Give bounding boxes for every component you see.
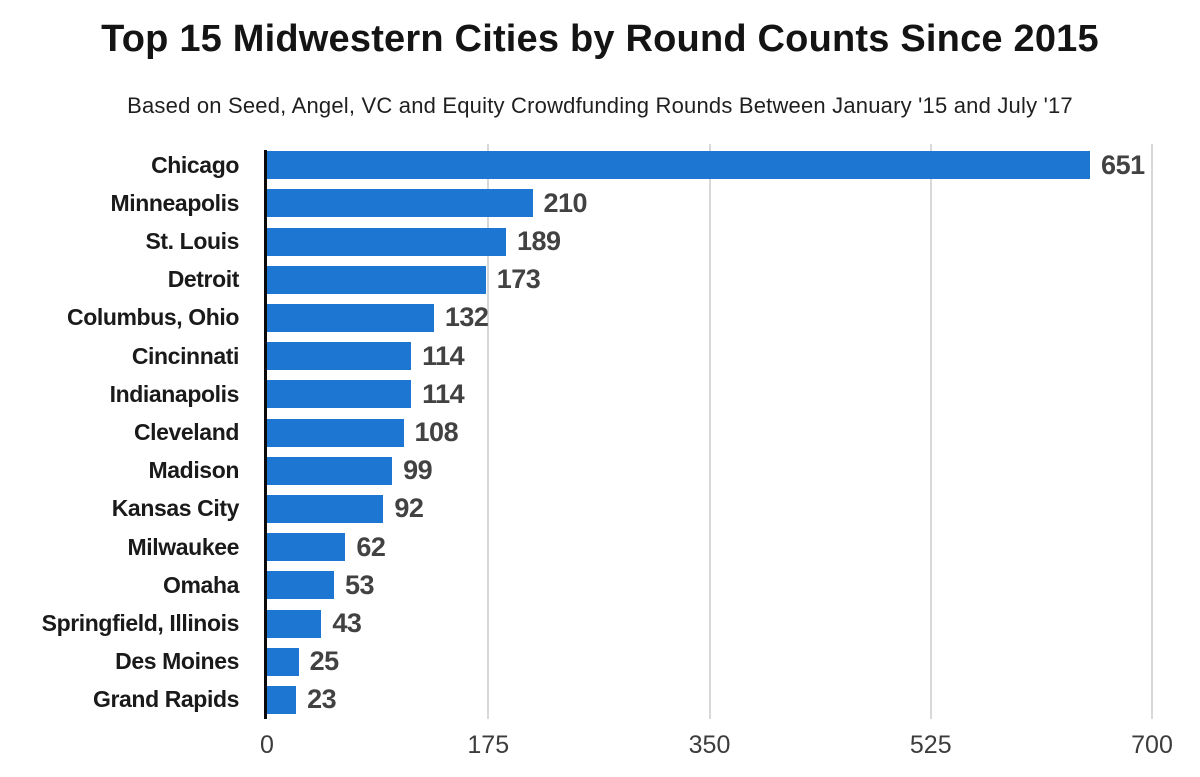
chart-subtitle: Based on Seed, Angel, VC and Equity Crow… — [127, 93, 1073, 118]
vertical-gridline — [1151, 144, 1153, 719]
x-axis-tick-label: 700 — [1131, 731, 1173, 759]
bar-row: 43 — [267, 604, 1152, 642]
bar-row: 210 — [267, 184, 1152, 222]
bar-row: 114 — [267, 375, 1152, 413]
bar — [267, 685, 297, 714]
category-label: Kansas City — [111, 495, 240, 522]
category-label: Indianapolis — [109, 380, 240, 407]
bar-value-label: 99 — [403, 455, 433, 486]
bar-row: 99 — [267, 452, 1152, 490]
bar-row: 25 — [267, 643, 1152, 681]
chart-title: Top 15 Midwestern Cities by Round Counts… — [101, 18, 1099, 60]
category-label: Madison — [148, 457, 240, 484]
bar — [267, 571, 334, 600]
bar-value-label: 92 — [394, 493, 424, 524]
vertical-gridline — [708, 144, 711, 719]
bar — [267, 303, 434, 332]
bar-value-label: 210 — [543, 187, 588, 218]
chart-rows: 651 210 189 173 132 114 114 108 99 92 62 53 43 25 23 — [267, 146, 1152, 719]
category-label: Milwaukee — [127, 533, 240, 560]
bar-row: 651 — [267, 146, 1152, 184]
bar — [267, 151, 1091, 180]
bar-chart: Chicago Minneapolis St. Louis Detroit Columb… — [0, 144, 1200, 777]
bar — [267, 265, 486, 294]
x-axis-tick-label: 175 — [467, 731, 510, 759]
category-axis: Chicago Minneapolis St. Louis Detroit Columb… — [0, 146, 255, 719]
bar — [267, 609, 322, 638]
bar-value-label: 25 — [309, 646, 340, 677]
bar-value-label: 173 — [496, 264, 541, 295]
bar-row: 189 — [267, 222, 1152, 260]
bar-value-label: 62 — [356, 531, 386, 562]
y-axis-line — [264, 150, 267, 719]
bar — [267, 418, 404, 447]
category-label: Chicago — [151, 151, 239, 178]
x-axis-tick-label: 0 — [260, 731, 274, 759]
category-label: Cincinnati — [131, 342, 240, 369]
bar — [267, 647, 299, 676]
bar-value-label: 189 — [516, 226, 561, 256]
x-axis-tick-label: 525 — [909, 731, 952, 759]
bar-value-label: 23 — [307, 684, 337, 715]
bar-value-label: 114 — [422, 340, 465, 371]
bar-row: 53 — [267, 566, 1152, 604]
bar-value-label: 43 — [332, 608, 362, 639]
x-axis-tick-label: 350 — [688, 731, 731, 759]
category-label: Des Moines — [115, 648, 239, 675]
category-label: St. Louis — [145, 228, 239, 254]
bar — [267, 380, 412, 409]
plot-area: 651 210 189 173 132 114 114 108 99 92 62 53 43 25 23 — [264, 144, 1153, 719]
bar-value-label: 114 — [422, 378, 465, 409]
category-label: Columbus, Ohio — [67, 304, 239, 331]
bar-value-label: 108 — [414, 417, 459, 448]
vertical-gridline — [487, 144, 490, 719]
bar-row: 173 — [267, 261, 1152, 299]
bar-row: 92 — [267, 490, 1152, 528]
bar — [267, 494, 384, 523]
category-label: Detroit — [167, 266, 240, 293]
bar — [267, 227, 506, 256]
category-label: Cleveland — [133, 419, 239, 446]
bar-row: 114 — [267, 337, 1152, 375]
category-label: Springfield, Illinois — [41, 610, 240, 637]
bar-row: 62 — [267, 528, 1152, 566]
category-label: Minneapolis — [110, 189, 239, 216]
vertical-gridline — [929, 144, 932, 719]
bar-value-label: 651 — [1101, 149, 1145, 180]
bar-row: 132 — [267, 299, 1152, 337]
bar-value-label: 132 — [444, 302, 489, 333]
bar-row: 23 — [267, 681, 1152, 719]
bar — [267, 342, 412, 371]
bar — [267, 189, 533, 218]
bar-row: 108 — [267, 413, 1152, 451]
category-label: Omaha — [163, 571, 239, 598]
bar — [267, 456, 393, 485]
bar — [267, 533, 346, 562]
category-label: Grand Rapids — [92, 686, 239, 713]
bar-value-label: 53 — [345, 569, 375, 600]
x-axis: 0 175 350 525 700 — [260, 731, 1173, 771]
